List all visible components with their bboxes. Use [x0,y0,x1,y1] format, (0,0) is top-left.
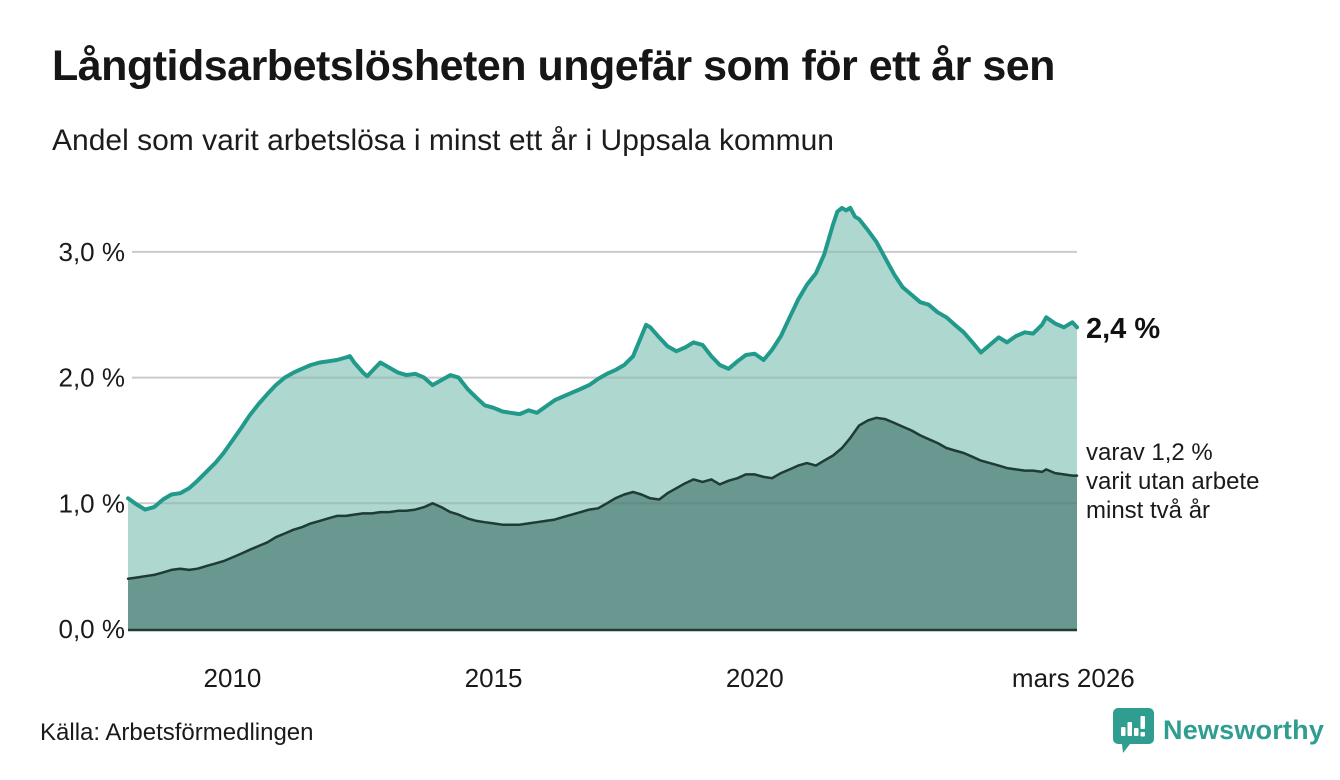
x-tick-label: mars 2026 [1012,663,1135,693]
brand-name: Newsworthy [1163,715,1325,745]
subset-annotation: varav 1,2 % varit utan arbete minst två … [1086,438,1259,525]
page-title: Långtidsarbetslösheten ungefär som för e… [52,42,1055,90]
subset-annotation-line-3: minst två år [1086,497,1211,524]
newsworthy-logo-icon [1113,708,1154,753]
latest-value-label: 2,4 % [1086,313,1161,345]
page-subtitle: Andel som varit arbetslösa i minst ett å… [52,124,834,157]
y-tick-label: 2,0 % [59,363,126,393]
x-tick-label: 2010 [204,663,262,693]
newsworthy-logo: Newsworthy [1113,708,1324,753]
y-tick-label: 1,0 % [59,488,126,518]
subset-annotation-line-1: varav 1,2 % [1086,439,1213,466]
x-tick-label: 2020 [726,663,784,693]
y-tick-label: 3,0 % [59,237,126,267]
y-tick-label: 0,0 % [59,614,126,644]
source-note: Källa: Arbetsförmedlingen [40,719,314,746]
subset-annotation-line-2: varit utan arbete [1086,468,1260,495]
x-tick-label: 2015 [465,663,523,693]
